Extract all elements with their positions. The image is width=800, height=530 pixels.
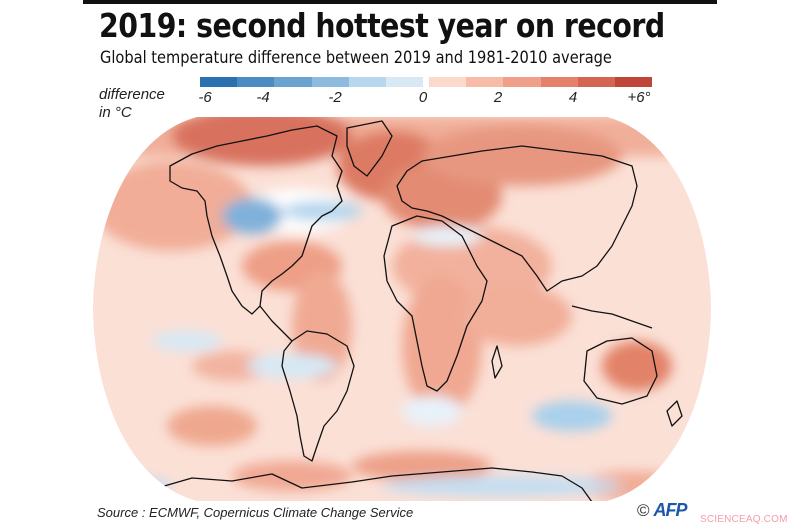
scale-segment-negative-0: [200, 77, 238, 87]
scale-segment-positive-0: [429, 77, 467, 87]
color-scale: [200, 77, 653, 87]
scale-segment-negative-2: [274, 77, 312, 87]
scale-zero-gap: [423, 77, 430, 87]
page-subtitle: Global temperature difference between 20…: [100, 48, 612, 68]
afp-logo: AFP: [653, 500, 688, 520]
copyright-icon: ©: [637, 500, 650, 520]
tick-plus-4: 4: [568, 89, 578, 106]
color-scale-ticks: -6 -4 -2 0 2 4 +6°: [0, 89, 800, 109]
tick-plus-2: 2: [493, 89, 503, 106]
tick-minus-6: -6: [198, 89, 212, 106]
scale-segment-positive-2: [503, 77, 541, 87]
anomaly-field: [93, 117, 711, 501]
scale-segment-positive-5: [614, 77, 653, 87]
coastlines: [146, 120, 683, 501]
page-title: 2019: second hottest year on record: [99, 6, 665, 45]
scale-segment-negative-3: [311, 77, 349, 87]
world-anomaly-map: [93, 117, 711, 501]
scale-segment-positive-3: [540, 77, 578, 87]
tick-minus-2: -2: [328, 89, 342, 106]
tick-plus-6: +6°: [627, 89, 651, 106]
scale-segment-negative-4: [348, 77, 386, 87]
legend-label-line1: difference: [99, 86, 165, 103]
tick-minus-4: -4: [256, 89, 270, 106]
scale-segment-positive-1: [466, 77, 504, 87]
watermark: SCIENCEAQ.COM: [700, 514, 788, 525]
legend-label: difference in °C: [99, 86, 165, 122]
agency-credit: © AFP: [637, 500, 688, 521]
scale-segment-negative-5: [385, 77, 424, 87]
top-rule: [83, 0, 717, 4]
source-credit: Source : ECMWF, Copernicus Climate Chang…: [97, 505, 414, 520]
scale-segment-positive-4: [577, 77, 615, 87]
scale-segment-negative-1: [237, 77, 275, 87]
legend-label-line2: in °C: [99, 104, 132, 121]
tick-zero: 0: [418, 89, 428, 106]
